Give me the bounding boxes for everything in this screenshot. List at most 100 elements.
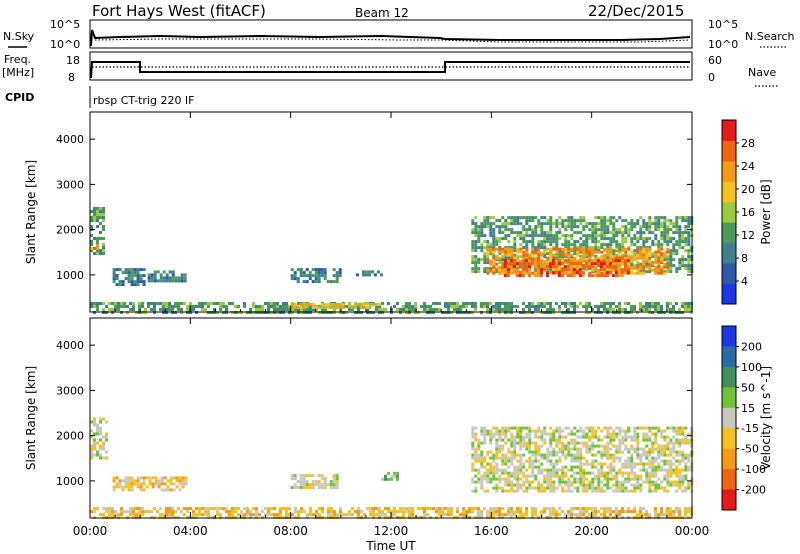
data-cell [573, 465, 577, 469]
data-cell [636, 474, 640, 478]
data-cell [597, 474, 601, 478]
data-cell [501, 453, 505, 457]
data-cell [264, 507, 267, 511]
data-cell [536, 274, 540, 278]
data-cell [335, 483, 339, 487]
data-cell [243, 305, 246, 308]
data-cell [564, 471, 568, 475]
data-cell [578, 262, 582, 266]
data-cell [624, 486, 628, 490]
data-cell [603, 243, 607, 247]
data-cell [510, 444, 514, 448]
data-cell [540, 429, 544, 433]
data-cell [567, 261, 571, 265]
data-cell [474, 474, 478, 478]
data-cell [612, 429, 616, 433]
data-cell [675, 231, 679, 235]
data-cell [588, 246, 592, 250]
data-cell [669, 462, 673, 466]
data-cell [483, 456, 487, 460]
data-cell [528, 456, 532, 460]
data-cell [591, 225, 595, 229]
data-cell [597, 486, 601, 490]
colorbar-tick-label: -100 [741, 463, 766, 476]
data-cell [567, 510, 570, 514]
data-cell [519, 231, 523, 235]
data-cell [666, 225, 670, 229]
data-cell [333, 308, 336, 311]
data-cell [264, 302, 267, 305]
power-plot-bg [90, 112, 692, 312]
data-cell [614, 262, 618, 266]
data-cell [573, 219, 577, 223]
data-cell [573, 486, 577, 490]
data-cell [633, 225, 637, 229]
data-cell [618, 246, 622, 250]
data-cell [477, 228, 481, 232]
data-cell [537, 256, 541, 260]
data-cell [527, 274, 531, 278]
data-cell [594, 231, 598, 235]
data-cell [546, 302, 549, 305]
data-cell [165, 308, 168, 311]
y-tick-label: 4000 [56, 339, 84, 352]
data-cell [531, 450, 535, 454]
data-cell [201, 513, 204, 517]
data-cell [501, 447, 505, 451]
data-cell [675, 489, 679, 493]
data-cell [501, 462, 505, 466]
data-cell [552, 480, 556, 484]
data-cell [642, 247, 646, 251]
data-cell [558, 265, 562, 269]
data-cell [305, 474, 309, 478]
data-cell [127, 485, 131, 489]
data-cell [471, 507, 474, 511]
data-cell [561, 453, 565, 457]
data-cell [543, 302, 546, 305]
data-cell [474, 308, 477, 311]
colorbar-tick-label: 15 [741, 402, 755, 415]
data-cell [528, 450, 532, 454]
data-cell [540, 225, 544, 229]
data-cell [255, 513, 258, 517]
data-cell [663, 234, 667, 238]
data-cell [563, 271, 567, 275]
data-cell [480, 453, 484, 457]
data-cell [332, 480, 336, 484]
data-cell [474, 231, 478, 235]
data-cell [566, 274, 570, 278]
data-cell [519, 247, 523, 251]
data-cell [567, 441, 571, 445]
data-cell [359, 306, 363, 309]
data-cell [684, 249, 688, 253]
data-cell [639, 477, 643, 481]
data-cell [311, 268, 315, 272]
data-cell [651, 432, 655, 436]
data-cell [555, 471, 559, 475]
data-cell [654, 222, 658, 226]
data-cell [474, 447, 478, 451]
data-cell [495, 237, 499, 241]
data-cell [675, 426, 679, 430]
data-cell [633, 253, 637, 257]
data-cell [621, 489, 625, 493]
data-cell [121, 479, 125, 483]
velocity-colorbar-label: Velocity [m s^-1] [759, 366, 773, 470]
data-cell [393, 510, 396, 514]
data-cell [93, 420, 96, 424]
data-cell [480, 243, 484, 247]
data-cell [633, 447, 637, 451]
data-cell [540, 462, 544, 466]
data-cell [174, 510, 177, 514]
data-cell [492, 435, 496, 439]
data-cell [609, 302, 612, 305]
data-cell [591, 222, 595, 226]
data-cell [432, 507, 435, 511]
data-cell [504, 459, 508, 463]
data-cell [513, 305, 516, 308]
data-cell [627, 456, 631, 460]
data-cell [612, 444, 616, 448]
data-cell [157, 485, 161, 489]
data-cell [597, 305, 600, 308]
data-cell [498, 507, 501, 511]
